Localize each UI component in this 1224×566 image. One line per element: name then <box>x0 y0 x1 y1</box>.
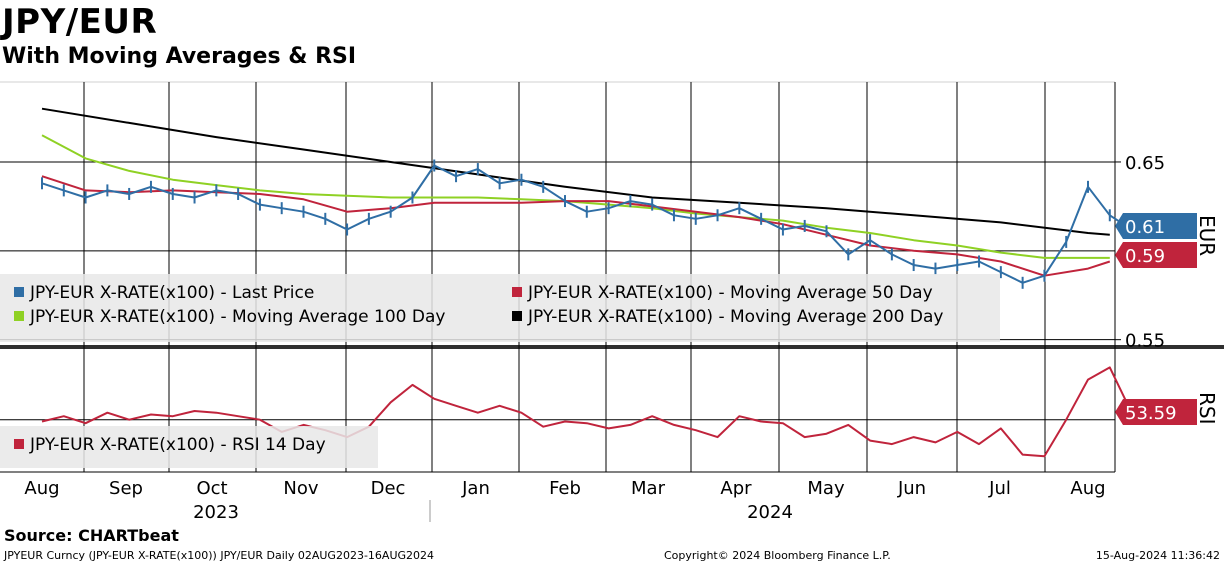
last-price-badge: 0.61 <box>1115 213 1197 239</box>
x-month-label: Mar <box>631 478 666 499</box>
chart-canvas: JPY-EUR X-RATE(x100) - Last Price JPY-EUR… <box>0 81 1224 523</box>
badge-shape <box>1115 213 1197 239</box>
legend-label: JPY-EUR X-RATE(x100) - Moving Average 20… <box>527 307 943 327</box>
footer-copyright: Copyright© 2024 Bloomberg Finance L.P. <box>664 549 891 562</box>
x-month-label: Aug <box>1070 478 1105 499</box>
legend-swatch <box>14 287 24 297</box>
x-month-label: Feb <box>549 478 581 499</box>
y-tick-label: 0.55 <box>1125 331 1165 352</box>
source-label: Source: CHARTbeat <box>4 526 179 545</box>
y-tick-label: 0.65 <box>1125 153 1165 174</box>
legend-layer: JPY-EUR X-RATE(x100) - Last Price JPY-EUR… <box>0 274 1000 468</box>
rsi-badge: 53.59 <box>1115 399 1197 425</box>
legend-label: JPY-EUR X-RATE(x100) - Moving Average 50… <box>527 283 933 303</box>
x-month-label: Dec <box>371 478 406 499</box>
chart-subtitle: With Moving Averages & RSI <box>2 44 357 69</box>
x-month-label: Nov <box>283 478 318 499</box>
legend-swatch <box>512 311 522 321</box>
x-year-label: 2024 <box>747 502 793 523</box>
ma50-line <box>41 175 1111 277</box>
badge-label: 0.61 <box>1125 217 1165 238</box>
axis-layer: 0.65 0.55 EUR RSI Aug Sep Oct Nov Dec Jan Feb Mar Ap… <box>24 153 1219 523</box>
legend-label: JPY-EUR X-RATE(x100) - Moving Average 10… <box>29 307 445 327</box>
badge-label: 53.59 <box>1125 403 1177 424</box>
x-month-label: Sep <box>109 478 143 499</box>
ma200-line <box>41 107 1110 236</box>
footer-security-info: JPYEUR Curncy (JPY-EUR X-RATE(x100)) JPY… <box>4 549 435 562</box>
legend-label: JPY-EUR X-RATE(x100) - RSI 14 Day <box>29 435 326 455</box>
price-axis-label: EUR <box>1195 215 1219 256</box>
ma-badge: 0.59 <box>1115 242 1197 268</box>
x-month-label: Jul <box>988 478 1011 499</box>
legend-swatch <box>14 311 24 321</box>
x-month-label: Apr <box>720 478 752 499</box>
legend-swatch <box>512 287 522 297</box>
x-month-label: Aug <box>24 478 59 499</box>
rsi-legend-box <box>0 426 378 468</box>
price-series-layer <box>41 107 1133 289</box>
x-month-label: Oct <box>196 478 227 499</box>
badge-layer: 0.61 0.59 53.59 <box>1115 213 1197 425</box>
rsi-line <box>41 366 1133 458</box>
x-month-label: May <box>807 478 845 499</box>
legend-label: JPY-EUR X-RATE(x100) - Last Price <box>29 283 314 303</box>
badge-shape <box>1115 399 1197 425</box>
badge-label: 0.59 <box>1125 246 1165 267</box>
ma100-line <box>41 134 1110 259</box>
rsi-axis-label: RSI <box>1195 392 1219 425</box>
x-year-label: 2023 <box>193 502 239 523</box>
x-month-label: Jan <box>461 478 490 499</box>
rsi-series-layer <box>41 366 1133 458</box>
chart-title: JPY/EUR <box>2 2 158 42</box>
footer-timestamp: 15-Aug-2024 11:36:42 <box>1095 549 1220 562</box>
price-legend-box <box>0 274 1000 342</box>
badge-shape <box>1115 242 1197 268</box>
legend-swatch <box>14 439 24 449</box>
x-month-label: Jun <box>897 478 926 499</box>
